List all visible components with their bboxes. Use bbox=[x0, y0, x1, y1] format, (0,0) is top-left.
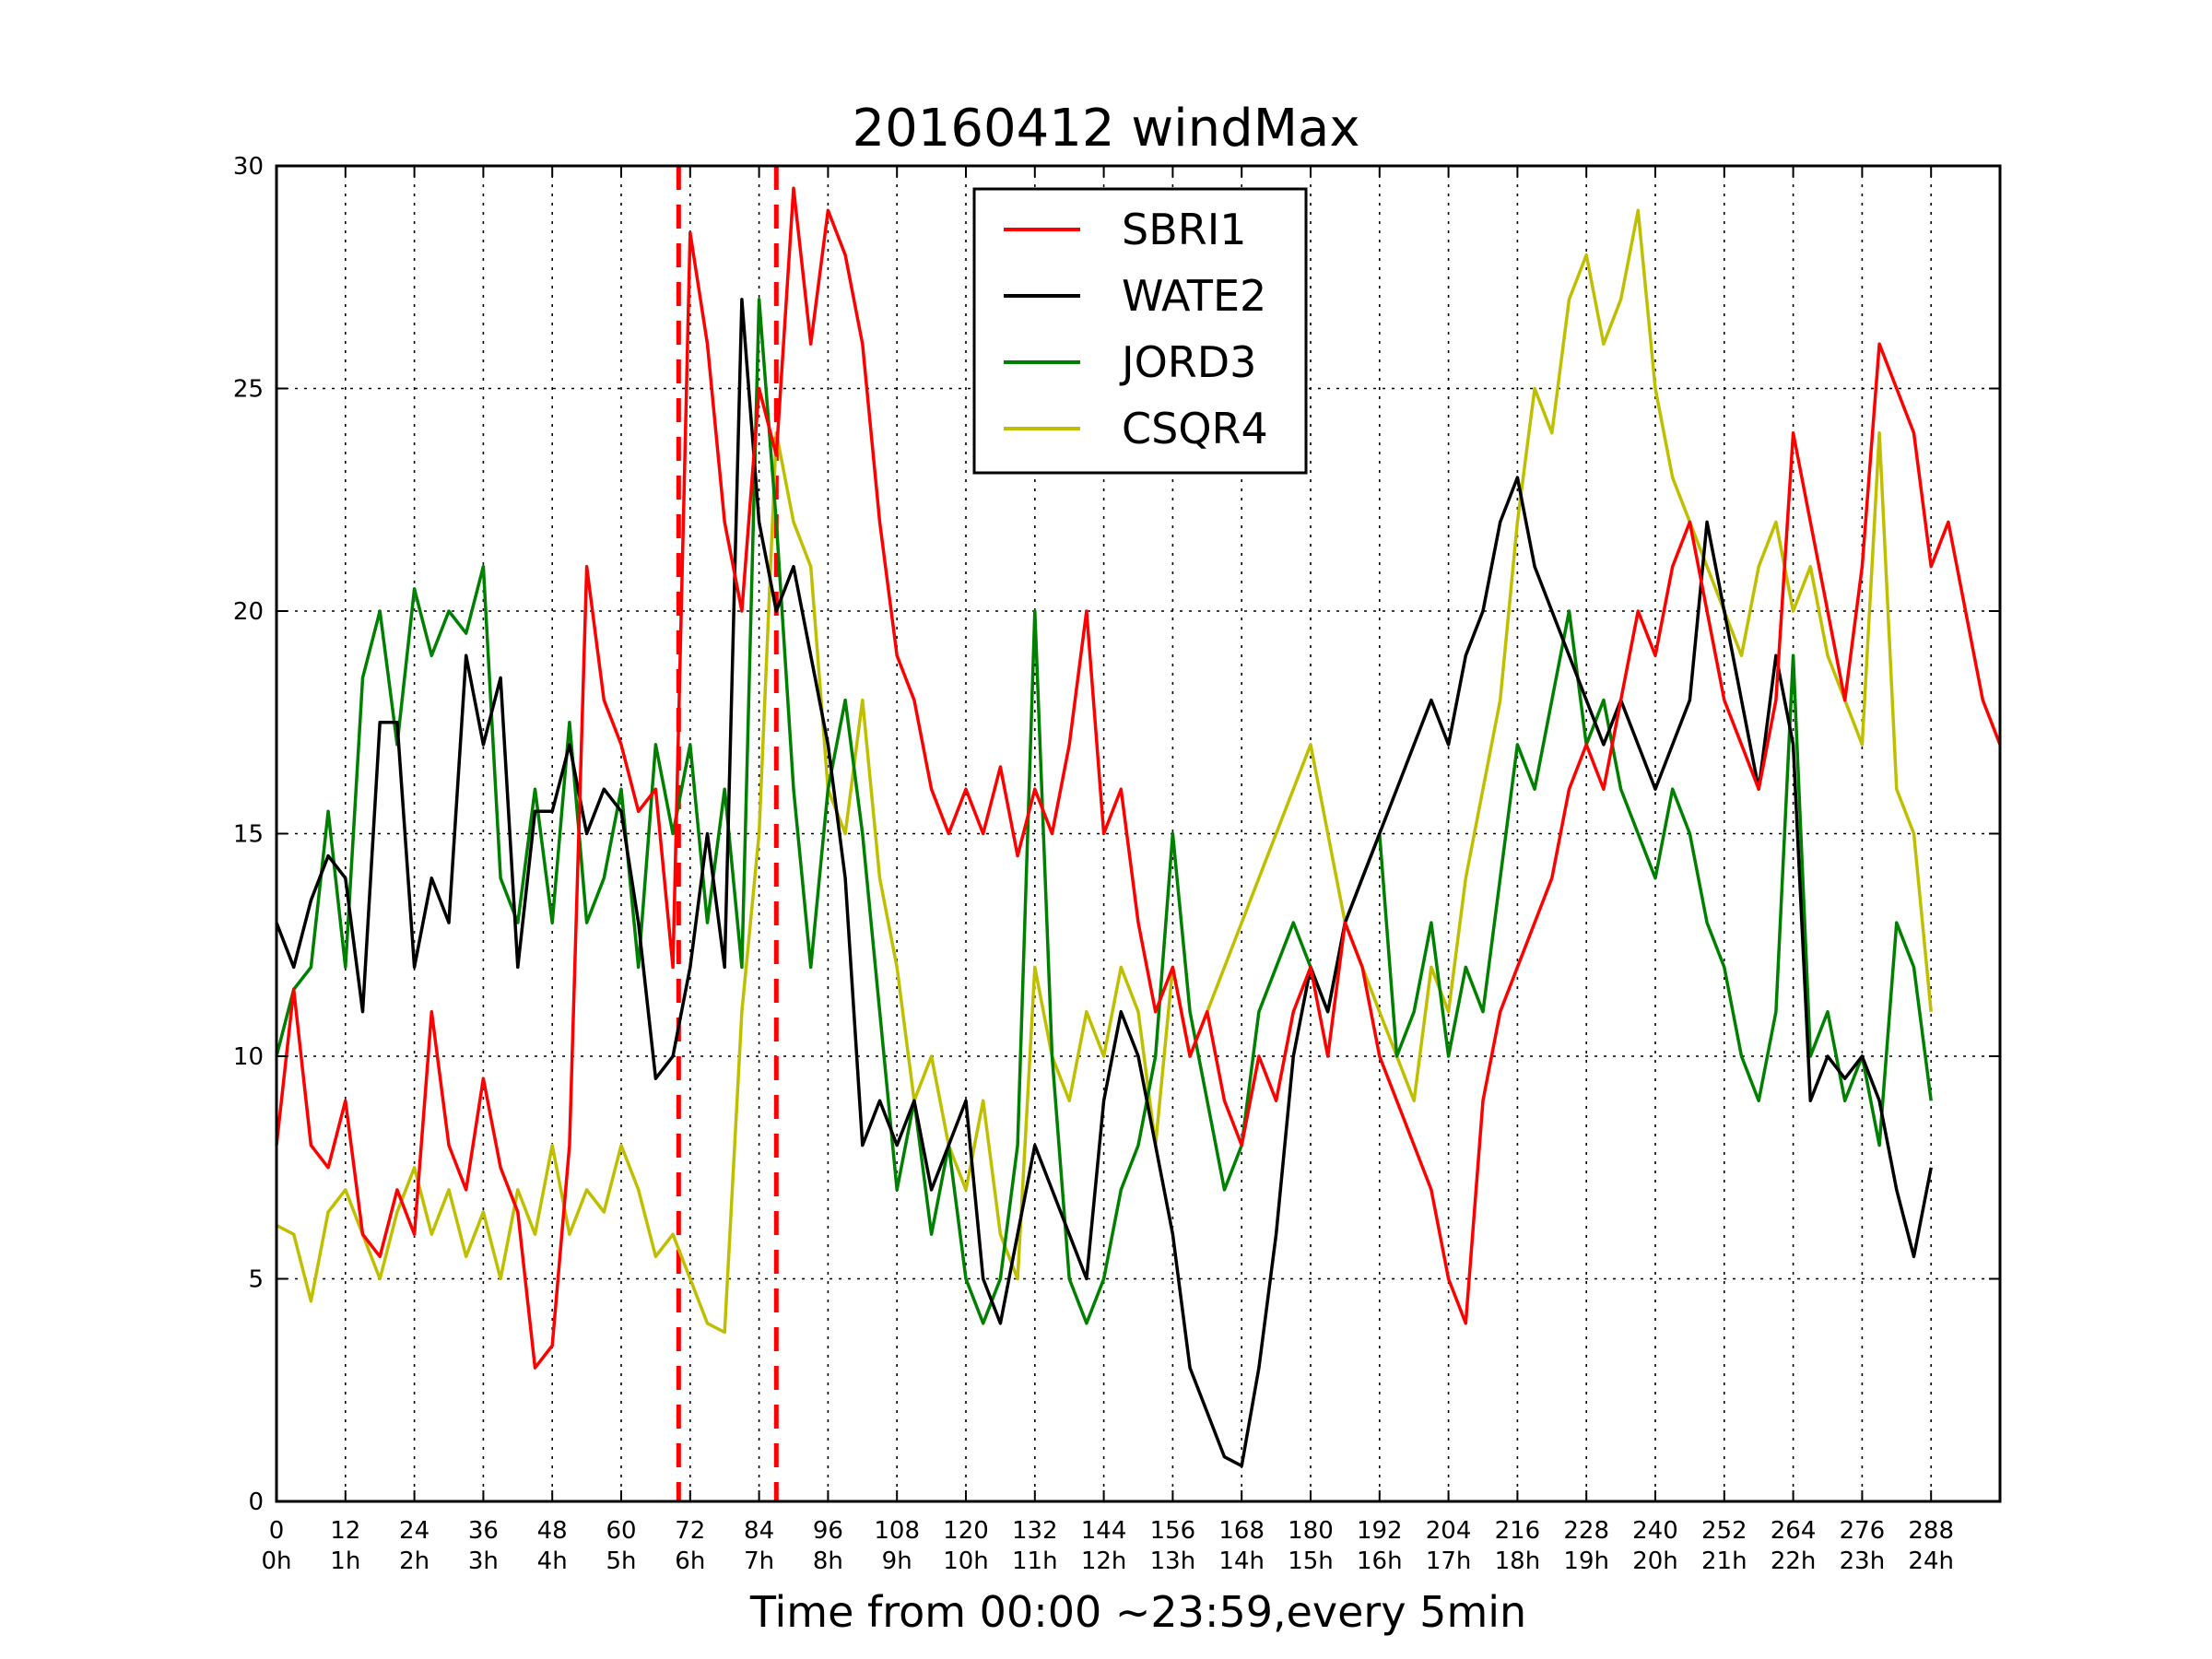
legend-label: JORD3 bbox=[1119, 337, 1256, 387]
x-tick-label: 216 bbox=[1495, 1517, 1541, 1545]
legend-box bbox=[972, 187, 1308, 475]
x-tick-label: 156 bbox=[1150, 1517, 1196, 1545]
x-tick-hour-label: 17h bbox=[1426, 1547, 1472, 1575]
x-tick-hour-label: 6h bbox=[675, 1547, 705, 1575]
x-tick-hour-label: 0h bbox=[261, 1547, 291, 1575]
y-tick-label: 15 bbox=[233, 821, 264, 849]
x-tick-label: 96 bbox=[813, 1517, 843, 1545]
x-tick-label: 12 bbox=[330, 1517, 360, 1545]
axis-ticks: 00h121h242h363h484h605h726h847h968h1089h… bbox=[233, 153, 2000, 1575]
x-tick-label: 36 bbox=[468, 1517, 499, 1545]
x-tick-label: 168 bbox=[1218, 1517, 1265, 1545]
series-line-jord3 bbox=[275, 298, 1933, 1325]
x-tick-hour-label: 4h bbox=[537, 1547, 568, 1575]
legend-label: WATE2 bbox=[1122, 271, 1266, 321]
x-tick-label: 276 bbox=[1840, 1517, 1886, 1545]
x-tick-label: 180 bbox=[1288, 1517, 1334, 1545]
x-tick-label: 264 bbox=[1771, 1517, 1817, 1545]
series-line-sbri1 bbox=[275, 186, 2002, 1370]
x-tick-hour-label: 2h bbox=[399, 1547, 429, 1575]
x-tick-hour-label: 3h bbox=[468, 1547, 499, 1575]
y-tick-label: 10 bbox=[233, 1043, 264, 1071]
x-tick-label: 252 bbox=[1701, 1517, 1747, 1545]
x-tick-label: 192 bbox=[1357, 1517, 1403, 1545]
x-tick-label: 132 bbox=[1012, 1517, 1058, 1545]
x-tick-hour-label: 7h bbox=[744, 1547, 774, 1575]
x-tick-label: 288 bbox=[1908, 1517, 1954, 1545]
x-tick-hour-label: 24h bbox=[1908, 1547, 1954, 1575]
x-tick-label: 204 bbox=[1426, 1517, 1472, 1545]
x-tick-label: 84 bbox=[744, 1517, 774, 1545]
x-tick-hour-label: 8h bbox=[813, 1547, 843, 1575]
x-tick-label: 144 bbox=[1081, 1517, 1127, 1545]
x-tick-hour-label: 20h bbox=[1632, 1547, 1678, 1575]
x-tick-hour-label: 15h bbox=[1288, 1547, 1334, 1575]
chart-title: 20160412 windMax bbox=[852, 99, 1359, 159]
y-tick-label: 20 bbox=[233, 598, 264, 626]
y-tick-label: 25 bbox=[233, 376, 264, 404]
x-tick-hour-label: 14h bbox=[1218, 1547, 1265, 1575]
legend-label: SBRI1 bbox=[1122, 205, 1247, 254]
x-tick-hour-label: 1h bbox=[330, 1547, 360, 1575]
x-tick-hour-label: 19h bbox=[1563, 1547, 1609, 1575]
x-tick-label: 72 bbox=[675, 1517, 705, 1545]
x-tick-label: 108 bbox=[874, 1517, 920, 1545]
y-tick-label: 30 bbox=[233, 153, 264, 181]
series-layer bbox=[275, 186, 2002, 1468]
x-tick-label: 240 bbox=[1632, 1517, 1678, 1545]
x-tick-hour-label: 16h bbox=[1357, 1547, 1403, 1575]
legend: SBRI1 WATE2 JORD3 CSQR4 bbox=[972, 187, 1308, 475]
series-line-wate2 bbox=[275, 298, 1933, 1468]
x-tick-label: 0 bbox=[269, 1517, 285, 1545]
x-tick-hour-label: 13h bbox=[1150, 1547, 1196, 1575]
x-tick-hour-label: 5h bbox=[606, 1547, 636, 1575]
y-tick-label: 5 bbox=[248, 1266, 264, 1294]
x-tick-hour-label: 23h bbox=[1840, 1547, 1886, 1575]
x-tick-hour-label: 10h bbox=[943, 1547, 989, 1575]
x-tick-label: 48 bbox=[537, 1517, 568, 1545]
x-tick-label: 24 bbox=[399, 1517, 429, 1545]
y-tick-label: 0 bbox=[248, 1488, 264, 1516]
series-line-csqr4 bbox=[276, 208, 1933, 1335]
x-axis-label: Time from 00:00 ~23:59,every 5min bbox=[749, 1587, 1526, 1637]
x-tick-hour-label: 22h bbox=[1771, 1547, 1817, 1575]
x-tick-hour-label: 9h bbox=[882, 1547, 912, 1575]
x-tick-hour-label: 18h bbox=[1495, 1547, 1541, 1575]
x-tick-hour-label: 12h bbox=[1081, 1547, 1127, 1575]
legend-label: CSQR4 bbox=[1122, 404, 1268, 453]
vertical-markers bbox=[676, 166, 779, 1501]
x-tick-label: 120 bbox=[943, 1517, 989, 1545]
x-tick-hour-label: 21h bbox=[1701, 1547, 1747, 1575]
x-tick-hour-label: 11h bbox=[1012, 1547, 1058, 1575]
x-tick-label: 60 bbox=[606, 1517, 636, 1545]
x-tick-label: 228 bbox=[1563, 1517, 1609, 1545]
